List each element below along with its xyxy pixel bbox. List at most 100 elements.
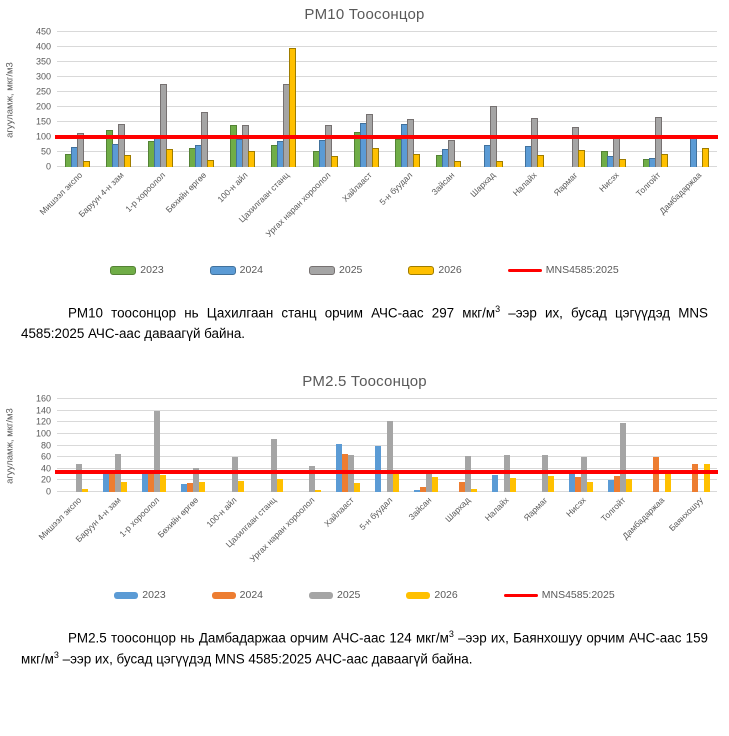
bar-group: [305, 32, 346, 167]
bar-2025: [231, 457, 238, 492]
x-axis-label-text: Зайсан: [428, 170, 456, 198]
pm10-chart-title: PM10 Тоосонцор: [304, 6, 425, 23]
bar-2025: [118, 123, 126, 167]
bar-2025: [270, 439, 277, 492]
x-axis-label-text: Нисэх: [564, 495, 589, 519]
gridline: [57, 456, 717, 458]
x-axis-label-text: Налайх: [482, 495, 511, 523]
legend-line-swatch: [507, 268, 542, 272]
bar-group: [251, 399, 290, 492]
y-axis-tick-label: 0: [45, 486, 51, 497]
bar-2023: [608, 480, 614, 492]
y-axis-tick-label: 350: [35, 56, 51, 67]
bar-group: [140, 32, 181, 167]
x-axis-labels: Мишээл экспо Баруун 4-н зам 1-р хороолол Бө…: [37, 492, 717, 584]
y-axis-tick-label: 140: [35, 405, 51, 416]
bar-2026: [83, 160, 91, 167]
y-axis-tick-label: 200: [35, 101, 51, 112]
legend-label: 2024: [239, 589, 264, 601]
x-axis-label: Шархад: [443, 492, 484, 584]
y-axis-tick-label: 20: [40, 474, 51, 485]
bar-2025: [159, 83, 167, 167]
bar-group: [406, 399, 445, 492]
bar-2024: [575, 477, 582, 492]
bar-2026: [619, 158, 627, 167]
pm25-chart: 0 20 40 60 80 100 120 140 160 агууламж, мкг/м3 Миш…: [0, 394, 729, 604]
bar-group: [368, 399, 407, 492]
bar-group: [511, 32, 552, 167]
gridline: [57, 31, 717, 32]
superscript: 3: [53, 650, 59, 661]
bar-groups: [57, 399, 717, 492]
bar-2024: [614, 475, 620, 492]
bar-2025: [387, 421, 394, 492]
gridline: [57, 479, 717, 481]
bar-group: [601, 399, 640, 492]
x-axis-label-text: Яармаг: [521, 495, 550, 523]
legend-swatch-2023: [110, 265, 137, 275]
bar-group: [98, 32, 139, 167]
superscript: 3: [495, 304, 501, 314]
pm10-caption: PM10 тоосонцор нь Цахилгаан станц орчим …: [21, 304, 708, 342]
gridline: [57, 121, 717, 122]
bar-2024: [691, 464, 698, 492]
x-axis-label: Баянхошуу: [667, 492, 717, 584]
y-axis-tick-label: 0: [45, 161, 51, 172]
bar-group: [484, 399, 523, 492]
legend-swatch-2024: [209, 265, 236, 275]
legend-swatch-2024: [211, 591, 236, 599]
legend-label: 2025: [339, 264, 363, 276]
legend-swatch-2026: [408, 265, 435, 275]
bar-group: [181, 32, 222, 167]
bar-2026: [536, 155, 544, 167]
x-axis-label-text: Налайх: [510, 170, 539, 198]
x-axis-label: Налайх: [510, 167, 552, 259]
x-axis-label: Бөхийн өргөө: [164, 167, 222, 259]
legend-item-2024: 2024: [209, 264, 264, 276]
bar-2026: [371, 148, 379, 167]
legend-label: 2026: [438, 264, 462, 276]
pm10-chart: 0 50 100 150 200 250 300 350 400 450 агууламж, мкг…: [0, 27, 729, 279]
y-axis-tick-label: 300: [35, 71, 51, 82]
legend-label: 2024: [239, 264, 264, 276]
bar-2026: [165, 149, 173, 167]
reference-line: [55, 469, 718, 474]
x-axis-label: Толгойт: [634, 167, 676, 259]
bar-2023: [491, 474, 498, 492]
y-axis-tick-label: 400: [35, 41, 51, 52]
bar-2026: [578, 149, 586, 167]
legend-label: 2026: [434, 589, 458, 601]
x-axis-label: Дамбадаржаа: [620, 492, 678, 584]
bar-2025: [324, 125, 332, 167]
gridline: [57, 76, 717, 77]
bar-2023: [103, 471, 110, 492]
bar-2025: [407, 118, 415, 167]
bar-2026: [354, 482, 361, 492]
bar-group: [173, 399, 212, 492]
x-axis-label: Толгойт: [598, 492, 640, 584]
bar-group: [552, 32, 593, 167]
bar-group: [290, 399, 329, 492]
x-axis-label: Нисэх: [593, 167, 634, 259]
bar-2023: [336, 444, 343, 492]
bar-2026: [454, 161, 462, 167]
chart-legend: 2023 2024 2025 2026 MNS4585:2025: [0, 261, 729, 279]
legend-item-2024: 2024: [211, 589, 264, 601]
bar-group: [593, 32, 634, 167]
bar-2025: [76, 464, 83, 492]
bar-2026: [248, 151, 256, 167]
pm10-chart-section: PM10 Тоосонцор 0 50 100 150 200 250 300 350 400 4…: [0, 0, 729, 279]
bar-2026: [330, 155, 338, 167]
bar-group: [676, 32, 717, 167]
legend-label: 2025: [337, 589, 361, 601]
bar-2025: [242, 125, 250, 167]
superscript: 3: [448, 629, 454, 639]
bar-group: [96, 399, 135, 492]
bar-2026: [121, 482, 128, 492]
x-axis-label: Ургах наран хороолол: [263, 167, 346, 259]
x-axis-label: 1-р хороолол: [117, 492, 174, 584]
x-axis-label-text: Толгойт: [598, 495, 628, 524]
bar-2025: [620, 422, 626, 492]
bar-group: [562, 399, 601, 492]
